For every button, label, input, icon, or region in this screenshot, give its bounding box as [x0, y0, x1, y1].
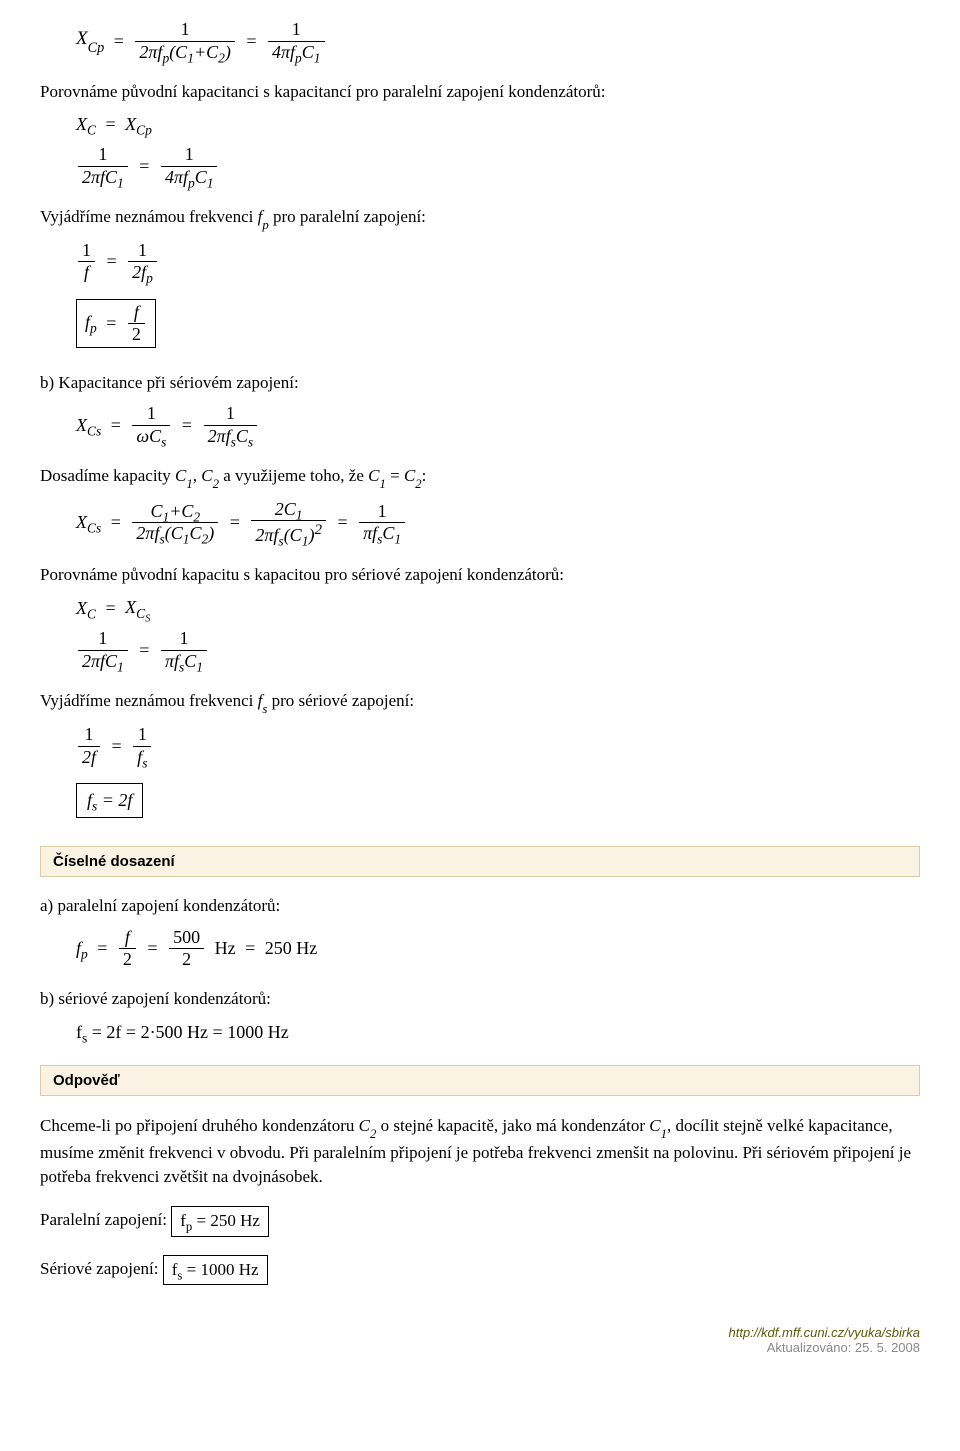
answer-paragraph: Chceme-li po připojení druhého kondenzát… [40, 1114, 920, 1189]
paragraph-substitute: Dosadíme kapacity C1, C2 a využijeme toh… [40, 465, 920, 490]
numerical-b-formula: fs = 2f = 2·500 Hz = 1000 Hz [76, 1020, 920, 1042]
formula-top: XCp = 12πfp(C1+C2) = 14πfpC1 [76, 20, 920, 63]
paragraph-compare-parallel: Porovnáme původní kapacitanci s kapacita… [40, 81, 920, 103]
footer-link[interactable]: http://kdf.mff.cuni.cz/vyuka/sbirka [40, 1325, 920, 1340]
footer-updated: Aktualizováno: 25. 5. 2008 [40, 1340, 920, 1355]
formula-xcs: XCs = 1ωCs = 12πfsCs [76, 404, 920, 447]
formula-fs-step: 12f = 1fs [76, 725, 920, 768]
paragraph-compare-series: Porovnáme původní kapacitu s kapacitou p… [40, 564, 920, 586]
section-header-numerical: Číselné dosazení [40, 846, 920, 877]
formula-fp-step: 1f = 12fp [76, 241, 920, 284]
den: 2πfp(C1+C2) [135, 42, 234, 63]
formula-fractions-series: 12πfC1 = 1πfsC1 [76, 629, 920, 672]
boxed-fp: fp = f2 [76, 299, 156, 348]
num: 1 [268, 20, 325, 42]
numerical-b-label: b) sériové zapojení kondenzátorů: [40, 988, 920, 1010]
formula-fractions-parallel: 12πfC1 = 14πfpC1 [76, 145, 920, 188]
numerical-a-formula: fp = f2 = 5002 Hz = 250 Hz [76, 928, 920, 971]
paragraph-express-fs: Vyjádříme neznámou frekvenci fs pro séri… [40, 690, 920, 715]
answer-series: Sériové zapojení: fs = 1000 Hz [40, 1255, 920, 1285]
sub: Cp [88, 40, 105, 56]
den: 4πfpC1 [268, 42, 325, 63]
section-header-answer: Odpověď [40, 1065, 920, 1096]
boxed-fs-value: fs = 1000 Hz [163, 1255, 268, 1285]
num: 1 [135, 20, 234, 42]
paragraph-b-series: b) Kapacitance při sériovém zapojení: [40, 372, 920, 394]
answer-parallel: Paralelní zapojení: fp = 250 Hz [40, 1206, 920, 1236]
formula-xcs-expanded: XCs = C1+C22πfs(C1C2) = 2C12πfs(C1)2 = 1… [76, 500, 920, 547]
formula-xc-eq-xcp: XC = XCp [76, 113, 920, 135]
boxed-fs: fs = 2f [76, 783, 143, 818]
boxed-fp-value: fp = 250 Hz [171, 1206, 269, 1236]
var: X [76, 28, 88, 49]
formula-xc-eq-xcs: XC = XCS [76, 596, 920, 619]
numerical-a-label: a) paralelní zapojení kondenzátorů: [40, 895, 920, 917]
footer: http://kdf.mff.cuni.cz/vyuka/sbirka Aktu… [40, 1325, 920, 1355]
paragraph-express-fp: Vyjádříme neznámou frekvenci fp pro para… [40, 206, 920, 231]
